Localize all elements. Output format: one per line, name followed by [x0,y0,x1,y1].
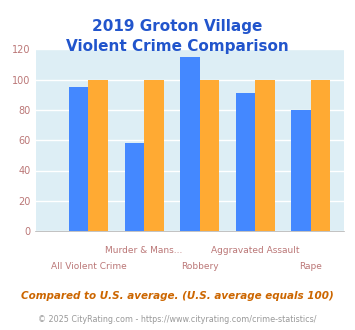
Bar [69,87,88,231]
Text: © 2025 CityRating.com - https://www.cityrating.com/crime-statistics/: © 2025 CityRating.com - https://www.city… [38,315,317,324]
Bar [236,93,255,231]
Bar [180,57,200,231]
Text: Rape: Rape [299,262,322,271]
Text: Murder & Mans...: Murder & Mans... [105,246,183,255]
Text: Compared to U.S. average. (U.S. average equals 100): Compared to U.S. average. (U.S. average … [21,291,334,301]
Bar [144,80,164,231]
Bar [88,80,108,231]
Bar [125,143,144,231]
Bar [255,80,275,231]
Text: Robbery: Robbery [181,262,218,271]
Bar [200,80,219,231]
Text: Violent Crime Comparison: Violent Crime Comparison [66,39,289,54]
Text: All Violent Crime: All Violent Crime [50,262,126,271]
Text: Aggravated Assault: Aggravated Assault [211,246,300,255]
Bar [291,110,311,231]
Bar [311,80,330,231]
Text: 2019 Groton Village: 2019 Groton Village [92,19,263,34]
